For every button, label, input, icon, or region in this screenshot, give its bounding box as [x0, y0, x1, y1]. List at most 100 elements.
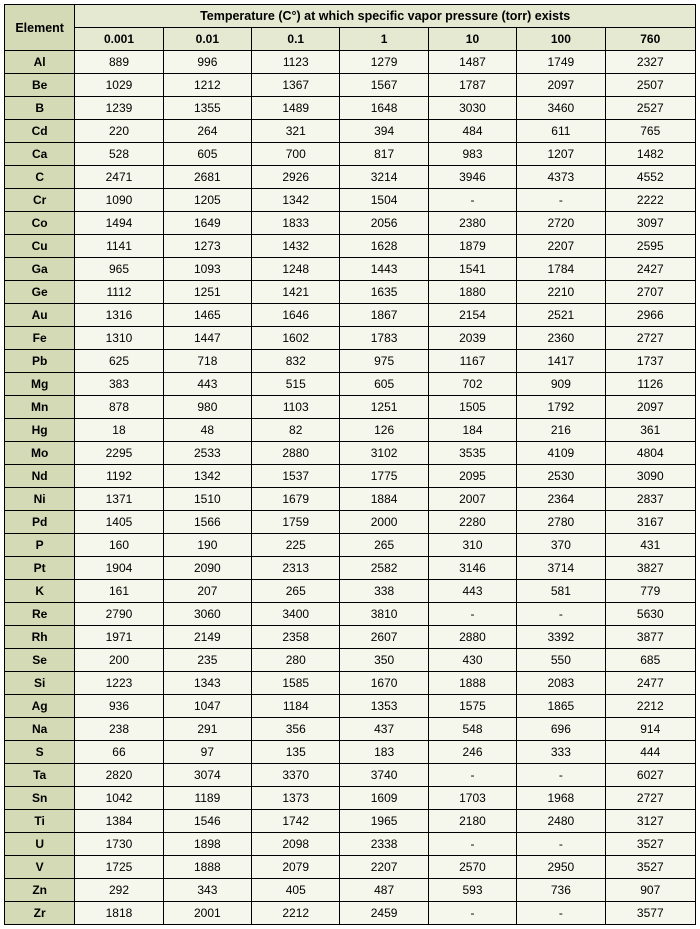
value-cell: 2327	[605, 51, 695, 74]
value-cell: 1968	[517, 787, 605, 810]
value-cell: -	[428, 189, 516, 212]
value-cell: 3577	[605, 902, 695, 925]
value-cell: 1575	[428, 695, 516, 718]
value-cell: 48	[163, 419, 251, 442]
value-cell: 2364	[517, 488, 605, 511]
value-cell: 2521	[517, 304, 605, 327]
value-cell: 2681	[163, 166, 251, 189]
value-cell: 1670	[340, 672, 428, 695]
value-cell: 4373	[517, 166, 605, 189]
table-row: Se200235280350430550685	[5, 649, 696, 672]
value-cell: 310	[428, 534, 516, 557]
value-cell: 1167	[428, 350, 516, 373]
value-cell: 246	[428, 741, 516, 764]
value-cell: 280	[252, 649, 340, 672]
value-cell: 3074	[163, 764, 251, 787]
value-cell: 2820	[75, 764, 163, 787]
value-cell: 487	[340, 879, 428, 902]
value-cell: 1602	[252, 327, 340, 350]
value-cell: 291	[163, 718, 251, 741]
value-cell: 1494	[75, 212, 163, 235]
value-cell: 3370	[252, 764, 340, 787]
value-cell: -	[428, 833, 516, 856]
value-cell: 2149	[163, 626, 251, 649]
element-cell: C	[5, 166, 75, 189]
value-cell: 405	[252, 879, 340, 902]
value-cell: 4552	[605, 166, 695, 189]
element-cell: P	[5, 534, 75, 557]
value-cell: 2360	[517, 327, 605, 350]
value-cell: 2210	[517, 281, 605, 304]
value-cell: 3102	[340, 442, 428, 465]
value-cell: 430	[428, 649, 516, 672]
value-cell: 1421	[252, 281, 340, 304]
value-cell: 1310	[75, 327, 163, 350]
value-cell: 832	[252, 350, 340, 373]
value-cell: 625	[75, 350, 163, 373]
element-cell: Ga	[5, 258, 75, 281]
element-cell: Zr	[5, 902, 75, 925]
table-row: Pd1405156617592000228027803167	[5, 511, 696, 534]
value-cell: 1367	[252, 74, 340, 97]
value-cell: 2459	[340, 902, 428, 925]
value-cell: 1646	[252, 304, 340, 327]
value-cell: 1867	[340, 304, 428, 327]
element-cell: Be	[5, 74, 75, 97]
element-cell: Rh	[5, 626, 75, 649]
value-cell: 1189	[163, 787, 251, 810]
value-cell: 515	[252, 373, 340, 396]
value-cell: 2527	[605, 97, 695, 120]
value-cell: 3214	[340, 166, 428, 189]
value-cell: 3527	[605, 833, 695, 856]
value-cell: 370	[517, 534, 605, 557]
value-cell: 333	[517, 741, 605, 764]
value-cell: 443	[163, 373, 251, 396]
value-cell: 356	[252, 718, 340, 741]
value-cell: 3527	[605, 856, 695, 879]
value-cell: 2727	[605, 787, 695, 810]
value-cell: -	[517, 603, 605, 626]
value-cell: 550	[517, 649, 605, 672]
pressure-col-header: 100	[517, 28, 605, 51]
value-cell: -	[517, 189, 605, 212]
value-cell: 2039	[428, 327, 516, 350]
value-cell: 200	[75, 649, 163, 672]
value-cell: 1784	[517, 258, 605, 281]
value-cell: -	[428, 603, 516, 626]
value-cell: 394	[340, 120, 428, 143]
element-cell: Co	[5, 212, 75, 235]
value-cell: 1447	[163, 327, 251, 350]
value-cell: 1248	[252, 258, 340, 281]
value-cell: 2533	[163, 442, 251, 465]
value-cell: 1628	[340, 235, 428, 258]
value-cell: 2212	[252, 902, 340, 925]
pressure-col-header: 1	[340, 28, 428, 51]
value-cell: 1546	[163, 810, 251, 833]
value-cell: 1505	[428, 396, 516, 419]
value-cell: 183	[340, 741, 428, 764]
value-cell: 1703	[428, 787, 516, 810]
element-cell: Ta	[5, 764, 75, 787]
value-cell: 1783	[340, 327, 428, 350]
value-cell: 980	[163, 396, 251, 419]
value-cell: 2530	[517, 465, 605, 488]
value-cell: 611	[517, 120, 605, 143]
table-row: Ga965109312481443154117842427	[5, 258, 696, 281]
value-cell: 66	[75, 741, 163, 764]
value-cell: 6027	[605, 764, 695, 787]
table-row: Al88999611231279148717492327	[5, 51, 696, 74]
table-row: V1725188820792207257029503527	[5, 856, 696, 879]
table-body: Al88999611231279148717492327Be1029121213…	[5, 51, 696, 925]
value-cell: 3097	[605, 212, 695, 235]
value-cell: -	[517, 902, 605, 925]
value-cell: 1212	[163, 74, 251, 97]
value-cell: 528	[75, 143, 163, 166]
value-cell: 581	[517, 580, 605, 603]
value-cell: 2966	[605, 304, 695, 327]
value-cell: 1042	[75, 787, 163, 810]
value-cell: 2000	[340, 511, 428, 534]
value-cell: 702	[428, 373, 516, 396]
value-cell: 914	[605, 718, 695, 741]
value-cell: 2098	[252, 833, 340, 856]
value-cell: 1749	[517, 51, 605, 74]
